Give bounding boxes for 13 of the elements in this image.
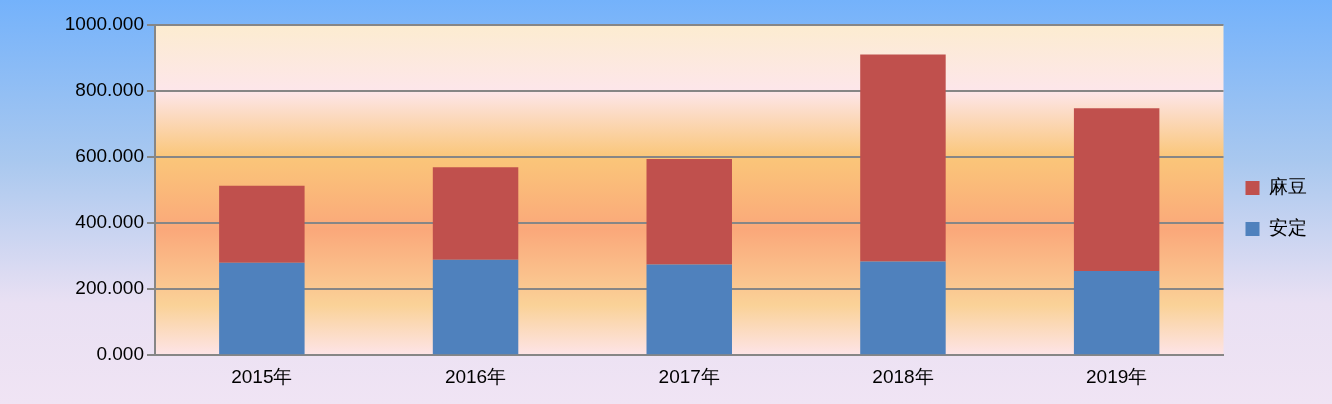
y-tick-label: 0.000 (96, 343, 144, 365)
y-tick-label: 600.000 (75, 145, 144, 167)
x-tick-label: 2017年 (658, 365, 720, 387)
y-tick-label: 800.000 (75, 79, 144, 101)
x-tick-label: 2015年 (231, 365, 293, 387)
y-tick-label: 1000.000 (64, 13, 144, 35)
legend-label: 安定 (1269, 217, 1307, 239)
legend-label: 麻豆 (1269, 176, 1307, 198)
y-tick-label: 200.000 (75, 277, 144, 299)
x-tick-label: 2018年 (872, 365, 934, 387)
y-tick-label: 400.000 (75, 211, 144, 233)
x-tick-label: 2019年 (1086, 365, 1148, 387)
x-tick-label: 2016年 (444, 365, 507, 387)
